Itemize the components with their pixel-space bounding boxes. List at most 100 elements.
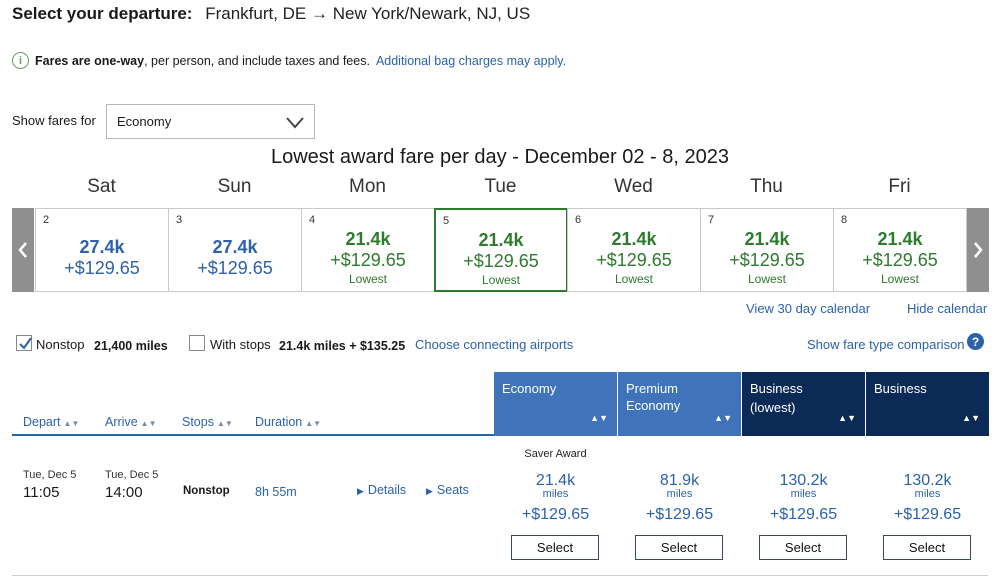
sort-icon: ▲▼ bbox=[63, 419, 80, 428]
day-name: Fri bbox=[888, 176, 911, 197]
day-name: Mon bbox=[349, 176, 386, 197]
fare-header-business-lowest[interactable]: Business (lowest) ▲▼ bbox=[742, 372, 865, 436]
fare-header-line2: Economy bbox=[626, 398, 681, 413]
cabin-select[interactable]: Economy bbox=[106, 104, 315, 139]
day-name: Wed bbox=[614, 176, 653, 197]
nonstop-checkbox[interactable] bbox=[16, 335, 32, 351]
day-miles: 21.4k bbox=[611, 229, 657, 249]
day-number: 4 bbox=[309, 214, 316, 226]
fare-miles-unit: miles bbox=[666, 488, 693, 500]
depart-header-label: Depart bbox=[23, 415, 61, 429]
calendar-next-button[interactable] bbox=[967, 208, 989, 292]
calendar-prev-button[interactable] bbox=[12, 208, 34, 292]
day-number: 5 bbox=[443, 215, 450, 227]
with-stops-price: 21.4k miles + $135.25 bbox=[279, 338, 405, 353]
info-icon: i bbox=[12, 52, 29, 69]
fare-header-business[interactable]: Business ▲▼ bbox=[866, 372, 989, 436]
lowest-label: Lowest bbox=[481, 273, 521, 287]
select-premium-economy-button[interactable]: Select bbox=[635, 535, 723, 560]
day-number: 3 bbox=[176, 214, 183, 226]
row-divider bbox=[12, 575, 988, 576]
fare-option-business-lowest: 130.2k miles +$129.65 bbox=[742, 472, 865, 524]
calendar-day-cell[interactable]: 4 21.4k +$129.65 Lowest bbox=[301, 208, 435, 292]
fare-tax: +$129.65 bbox=[893, 506, 962, 523]
nonstop-price-text: 21,400 miles bbox=[94, 339, 168, 353]
info-text: , per person, and include taxes and fees… bbox=[144, 53, 370, 68]
help-icon[interactable]: ? bbox=[967, 333, 984, 350]
depart-date: Tue, Dec 5 bbox=[23, 469, 77, 481]
nonstop-filter-label: Nonstop bbox=[36, 337, 85, 352]
sort-stops-header[interactable]: Stops ▲▼ bbox=[182, 415, 233, 429]
lowest-label: Lowest bbox=[614, 272, 654, 286]
fare-info-notice: i Fares are one-way , per person, and in… bbox=[12, 52, 566, 69]
bag-charges-link[interactable]: Additional bag charges may apply. bbox=[375, 53, 567, 68]
lowest-label: Lowest bbox=[880, 272, 920, 286]
choose-connecting-airports-link[interactable]: Choose connecting airports bbox=[415, 337, 574, 352]
calendar-day-cell-selected[interactable]: 5 21.4k +$129.65 Lowest bbox=[434, 208, 568, 292]
fare-miles-unit: miles bbox=[914, 488, 941, 500]
nonstop-price: 21,400 miles bbox=[94, 338, 168, 353]
with-stops-checkbox[interactable] bbox=[189, 335, 205, 351]
fare-miles-unit: miles bbox=[790, 488, 817, 500]
day-number: 6 bbox=[575, 214, 582, 226]
route-text: Frankfurt, DE → New York/Newark, NJ, US bbox=[205, 4, 531, 23]
flight-stops: Nonstop bbox=[183, 485, 230, 497]
calendar-day-cell[interactable]: 2 27.4k +$129.65 bbox=[35, 208, 169, 292]
fare-header-premium-economy[interactable]: Premium Economy ▲▼ bbox=[618, 372, 741, 436]
sort-arrive-header[interactable]: Arrive ▲▼ bbox=[105, 415, 157, 429]
page-title: Select your departure: bbox=[12, 4, 193, 23]
calendar-day-cell[interactable]: 7 21.4k +$129.65 Lowest bbox=[700, 208, 834, 292]
fare-option-business: 130.2k miles +$129.65 bbox=[866, 472, 989, 524]
day-number: 7 bbox=[708, 214, 715, 226]
day-name: Tue bbox=[484, 176, 517, 197]
arrive-time: 14:00 bbox=[105, 484, 143, 501]
fare-tax: +$129.65 bbox=[645, 506, 714, 523]
details-link[interactable]: ▶ Details bbox=[357, 483, 406, 497]
day-miles: 21.4k bbox=[345, 229, 391, 249]
fare-header-line2: (lowest) bbox=[750, 400, 796, 415]
day-tax: +$129.65 bbox=[596, 250, 672, 270]
sort-depart-header[interactable]: Depart ▲▼ bbox=[23, 415, 79, 429]
chevron-left-icon bbox=[18, 242, 27, 258]
day-name: Thu bbox=[750, 176, 783, 197]
fare-type-comparison-link[interactable]: Show fare type comparison bbox=[807, 337, 965, 352]
sort-icon: ▲▼ bbox=[590, 413, 608, 423]
calendar-title: Lowest award fare per day - December 02 … bbox=[270, 146, 730, 168]
cabin-select-value: Economy bbox=[117, 114, 172, 129]
calendar-day-cell[interactable]: 6 21.4k +$129.65 Lowest bbox=[567, 208, 701, 292]
chevron-down-icon bbox=[286, 117, 304, 129]
select-business-lowest-button[interactable]: Select bbox=[759, 535, 847, 560]
fare-header-line1: Business bbox=[874, 381, 927, 396]
day-tax: +$129.65 bbox=[862, 250, 938, 270]
fare-header-economy[interactable]: Economy ▲▼ bbox=[494, 372, 617, 436]
flight-duration: 8h 55m bbox=[255, 485, 297, 499]
lowest-label: Lowest bbox=[747, 272, 787, 286]
page-header: Select your departure: Frankfurt, DE → N… bbox=[12, 4, 530, 24]
seats-link[interactable]: ▶ Seats bbox=[426, 483, 469, 497]
sort-duration-header[interactable]: Duration ▲▼ bbox=[255, 415, 321, 429]
depart-time: 11:05 bbox=[23, 484, 60, 501]
view-30-day-calendar-link[interactable]: View 30 day calendar bbox=[746, 301, 871, 316]
arrive-date: Tue, Dec 5 bbox=[105, 469, 159, 481]
duration-header-label: Duration bbox=[255, 415, 303, 429]
caret-right-icon: ▶ bbox=[426, 486, 433, 496]
arrive-header-label: Arrive bbox=[105, 415, 138, 429]
sort-icon: ▲▼ bbox=[140, 419, 157, 428]
seats-link-label: Seats bbox=[436, 483, 469, 497]
select-business-button[interactable]: Select bbox=[883, 535, 971, 560]
sort-icon: ▲▼ bbox=[714, 413, 732, 423]
fare-tax: +$129.65 bbox=[521, 506, 590, 523]
calendar-day-cell[interactable]: 3 27.4k +$129.65 bbox=[168, 208, 302, 292]
day-name: Sat bbox=[87, 176, 116, 197]
info-bold-text: Fares are one-way bbox=[35, 53, 145, 68]
calendar-day-cell[interactable]: 8 21.4k +$129.65 Lowest bbox=[833, 208, 967, 292]
day-number: 2 bbox=[43, 214, 50, 226]
fare-header-line1: Business bbox=[750, 381, 803, 396]
fare-miles: 81.9k bbox=[659, 472, 700, 489]
fare-miles: 130.2k bbox=[779, 472, 828, 489]
fare-header-line1: Premium bbox=[626, 381, 679, 396]
sort-icon: ▲▼ bbox=[838, 413, 856, 423]
select-economy-button[interactable]: Select bbox=[511, 535, 599, 560]
hide-calendar-link[interactable]: Hide calendar bbox=[907, 301, 988, 316]
fare-miles-unit: miles bbox=[542, 488, 569, 500]
